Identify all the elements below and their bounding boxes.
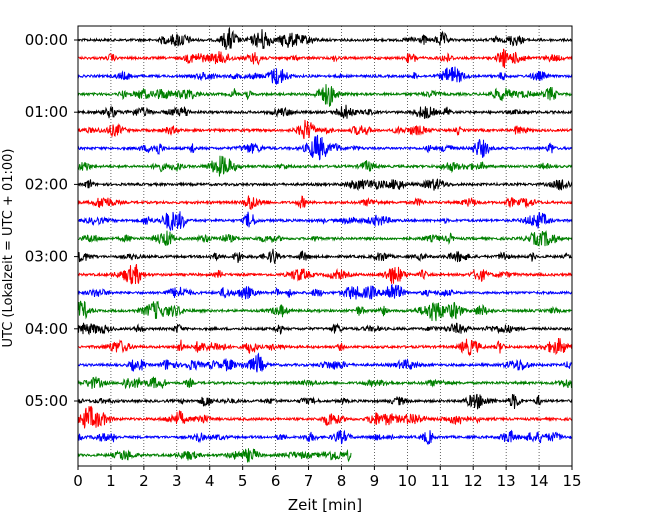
x-tick-label: 15 xyxy=(562,472,581,490)
trace-0315 xyxy=(77,263,573,285)
y-tick-label: 02:00 xyxy=(25,175,68,193)
x-tick-label: 10 xyxy=(398,472,417,490)
x-tick-label: 2 xyxy=(139,472,149,490)
trace-0515 xyxy=(77,405,573,429)
trace-0215 xyxy=(77,195,573,210)
plot-frame xyxy=(77,25,573,467)
y-tick-label: 01:00 xyxy=(25,103,68,121)
x-tick-label: 14 xyxy=(530,472,549,490)
trace-0000 xyxy=(77,26,573,50)
trace-0530 xyxy=(77,429,573,446)
trace-0245 xyxy=(77,229,573,247)
x-tick-label: 8 xyxy=(337,472,347,490)
x-tick-label: 9 xyxy=(370,472,380,490)
x-tick-label: 11 xyxy=(431,472,450,490)
trace-0030 xyxy=(77,66,573,86)
y-tick-label: 04:00 xyxy=(25,320,68,338)
trace-0015 xyxy=(77,48,573,69)
trace-0100 xyxy=(77,104,573,119)
trace-0345 xyxy=(77,300,573,322)
y-tick-label: 05:00 xyxy=(25,392,68,410)
trace-0430 xyxy=(77,352,573,373)
trace-0500 xyxy=(77,393,573,410)
y-tick-label: 03:00 xyxy=(25,248,68,266)
x-tick-label: 12 xyxy=(464,472,483,490)
trace-0400 xyxy=(77,322,573,336)
trace-0415 xyxy=(77,338,573,357)
trace-0330 xyxy=(77,283,573,300)
trace-0130 xyxy=(77,134,573,161)
x-tick-label: 5 xyxy=(238,472,248,490)
y-tick-label: 00:00 xyxy=(25,31,68,49)
trace-0445 xyxy=(77,376,573,390)
trace-0200 xyxy=(77,178,573,191)
trace-layer xyxy=(77,26,573,464)
x-tick-label: 13 xyxy=(497,472,516,490)
x-axis-label: Zeit [min] xyxy=(288,496,362,514)
x-tick-label: 4 xyxy=(205,472,215,490)
trace-0115 xyxy=(77,119,573,140)
trace-0545 xyxy=(77,448,352,464)
x-tick-label: 0 xyxy=(73,472,83,490)
trace-0145 xyxy=(77,155,573,177)
trace-0045 xyxy=(77,84,573,107)
x-tick-label: 7 xyxy=(304,472,314,490)
trace-0300 xyxy=(77,248,573,265)
trace-0230 xyxy=(77,211,573,231)
x-tick-label: 1 xyxy=(106,472,116,490)
x-tick-label: 3 xyxy=(172,472,182,490)
y-axis-label: UTC (Lokalzeit = UTC + 01:00) xyxy=(1,149,16,348)
axis-layer: 0 1 2 3 4 5 6 7 8 9 10 11 12 13 14 1500:0001:0002:0003:… xyxy=(25,31,582,490)
grid-layer xyxy=(110,26,540,466)
x-tick-label: 6 xyxy=(271,472,281,490)
